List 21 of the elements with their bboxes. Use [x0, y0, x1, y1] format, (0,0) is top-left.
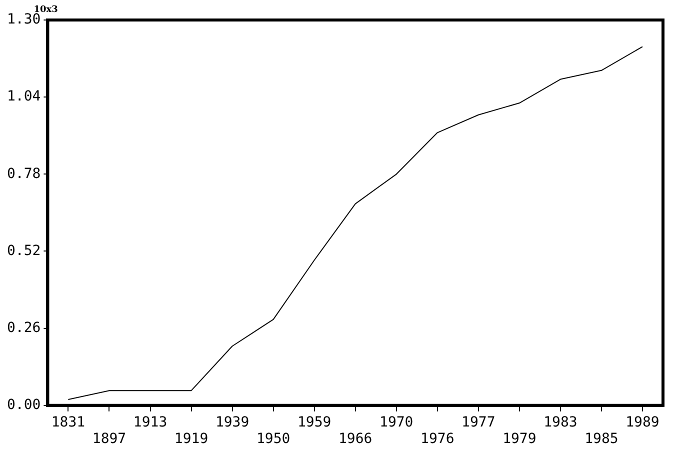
- x-tick-label: 1966: [338, 431, 372, 448]
- y-tick-label: 1.04: [6, 88, 41, 105]
- x-tick-label: 1983: [544, 414, 578, 430]
- x-tick-label: 1989: [626, 414, 660, 430]
- x-tick-label: 1939: [215, 414, 250, 430]
- x-tick-label: 1976: [420, 431, 454, 448]
- y-tick-label: 0.00: [6, 397, 41, 414]
- x-tick-label: 1970: [380, 414, 414, 430]
- y-tick-label: 0.26: [6, 320, 41, 336]
- x-tick-label: 1959: [297, 414, 332, 430]
- x-tick-label: 1913: [133, 414, 168, 430]
- x-tick-label: 1950: [256, 431, 290, 448]
- x-tick-label: 1919: [174, 431, 208, 448]
- x-tick-label: 1831: [51, 414, 86, 430]
- x-tick-label: 1985: [584, 431, 618, 448]
- x-tick-label: 1897: [92, 431, 126, 448]
- y-tick-label: 0.78: [6, 166, 41, 182]
- y-tick-label: 1.30: [6, 12, 41, 28]
- y-tick-label: 0.52: [6, 242, 41, 259]
- x-tick-label: 1977: [462, 414, 496, 430]
- x-tick-label: 1979: [502, 431, 536, 448]
